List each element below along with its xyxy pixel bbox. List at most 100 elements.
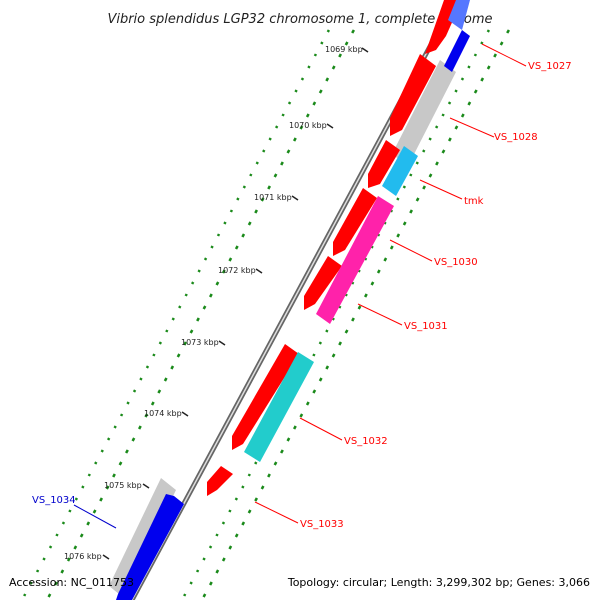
colored-genes (116, 0, 470, 600)
feature-bar (392, 60, 456, 166)
label-line (419, 179, 463, 200)
gc-dash (126, 401, 130, 405)
gc-dash (305, 113, 310, 118)
gc-dash (29, 581, 33, 585)
gc-dash (208, 581, 213, 586)
gc-dash (125, 449, 129, 454)
gc-dash (254, 461, 258, 465)
cog-track (109, 60, 456, 598)
gc-dash (189, 581, 193, 585)
gc-dash (344, 293, 348, 297)
gc-dash (92, 509, 97, 514)
gc-dash (216, 233, 221, 237)
gene-bar (448, 0, 470, 30)
gc-dash (42, 557, 46, 561)
gc-dash (370, 281, 375, 286)
gc-dash (325, 329, 329, 333)
gc-dash (254, 497, 259, 502)
label-line (449, 117, 495, 138)
gc-dash (202, 593, 207, 598)
gc-dash (48, 545, 53, 549)
gc-dash (191, 281, 195, 285)
accession-text: Accession: NC_011753 (9, 576, 134, 589)
gene-label: VS_1033 (300, 519, 344, 530)
gc-dash (292, 425, 297, 430)
gc-dash (460, 77, 465, 81)
gc-dash (260, 197, 265, 202)
gene-label: VS_1034 (32, 495, 76, 506)
gc-dash (422, 149, 426, 153)
gc-dash (305, 401, 310, 406)
gc-dash (203, 257, 208, 261)
gc-dash (273, 461, 278, 466)
gc-dash (247, 221, 252, 226)
gc-dash (66, 557, 71, 562)
gc-dash (299, 125, 304, 130)
gc-dash (107, 437, 111, 441)
gc-dash (409, 173, 413, 177)
gene-bar (444, 30, 470, 72)
gc-dash (208, 545, 213, 549)
gc-dash (325, 77, 330, 82)
gc-dash (221, 557, 226, 562)
gc-dash (300, 77, 305, 81)
gc-dash (197, 269, 201, 273)
gene-label: VS_1030 (434, 257, 478, 268)
gene-arrow (390, 54, 436, 136)
gc-dash (396, 197, 400, 201)
gc-dash (176, 353, 181, 358)
gc-dash (275, 125, 279, 129)
gc-dash (326, 29, 330, 33)
gc-dash (202, 305, 207, 310)
gc-dash (113, 425, 117, 429)
gc-dash (331, 353, 336, 358)
gene-arrow (368, 140, 400, 188)
gc-dash (267, 185, 272, 190)
gc-dash (467, 65, 471, 69)
gc-dash (79, 533, 84, 538)
gc-dash (139, 377, 143, 381)
gc-dash (183, 593, 187, 597)
gc-dash (409, 209, 414, 214)
gc-dash (415, 197, 420, 202)
gc-dash (221, 269, 226, 274)
gc-dash (163, 377, 168, 382)
gene-arrow (232, 344, 299, 450)
gc-dash (210, 245, 214, 249)
gc-dash (228, 545, 233, 550)
gc-dash (241, 521, 246, 526)
gc-dash (415, 161, 419, 165)
gc-dash (208, 293, 213, 298)
gc-dash (441, 149, 446, 154)
tick-label: 1076 kbp (64, 552, 102, 561)
gc-dash (338, 53, 343, 58)
label-line (254, 501, 299, 524)
gene-arrow (304, 256, 342, 310)
gene-label: tmk (464, 196, 484, 207)
gc-dash (53, 581, 58, 586)
gc-dash (376, 269, 381, 274)
gc-dash (157, 389, 162, 394)
tick-label: 1075 kbp (104, 481, 142, 490)
gc-dash (23, 593, 27, 597)
label-lines (73, 43, 527, 529)
gc-dash (35, 569, 40, 573)
gc-dash (344, 329, 349, 334)
gc-dash (268, 137, 272, 141)
feature-bar (109, 478, 176, 598)
gc-dash (286, 149, 291, 154)
gc-dash (99, 497, 104, 502)
tick-label: 1073 kbp (181, 338, 219, 347)
gc-dash (228, 509, 232, 513)
gc-dash (189, 329, 194, 334)
gc-dash (267, 473, 271, 478)
tick-mark (291, 195, 299, 201)
gc-dash (236, 197, 240, 201)
gc-dash (447, 101, 452, 105)
gc-dash (119, 413, 124, 417)
gc-dash (344, 41, 349, 46)
gc-dash (249, 173, 253, 177)
gc-dash (281, 113, 285, 117)
gene-labels: VS_1027 VS_1028 tmk VS_1030 VS_1031 VS_1… (32, 61, 572, 530)
